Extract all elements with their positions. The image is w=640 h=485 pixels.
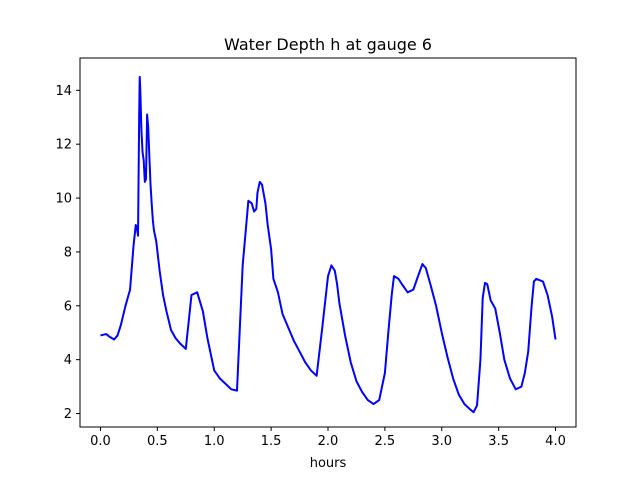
x-tick-label: 0.5 [147, 434, 168, 449]
x-axis-label: hours [310, 456, 347, 471]
plot-frame [79, 57, 577, 428]
y-tick-label: 4 [64, 353, 72, 368]
x-tick-label: 2.0 [318, 434, 339, 449]
y-tick-label: 10 [55, 192, 72, 207]
x-tick-label: 1.0 [204, 434, 225, 449]
x-tick-label: 4.0 [545, 434, 566, 449]
x-tick-label: 0.0 [90, 434, 111, 449]
y-tick-label: 8 [64, 245, 72, 260]
chart-title: Water Depth h at gauge 6 [224, 35, 432, 54]
x-tick-label: 2.5 [375, 434, 396, 449]
y-tick-label: 2 [64, 407, 72, 422]
x-tick-label: 1.5 [261, 434, 282, 449]
x-tick-label: 3.5 [488, 434, 509, 449]
y-tick-label: 14 [55, 84, 72, 99]
y-tick-label: 12 [55, 138, 72, 153]
y-tick-label: 6 [64, 299, 72, 314]
x-tick-label: 3.0 [431, 434, 452, 449]
series-line-0 [100, 75, 557, 414]
plot-area: 0.0 0.5 1.0 1.5 2.0 2.5 3.0 3.5 4.0 2 4 6 8 10 12 14 [55, 57, 577, 449]
